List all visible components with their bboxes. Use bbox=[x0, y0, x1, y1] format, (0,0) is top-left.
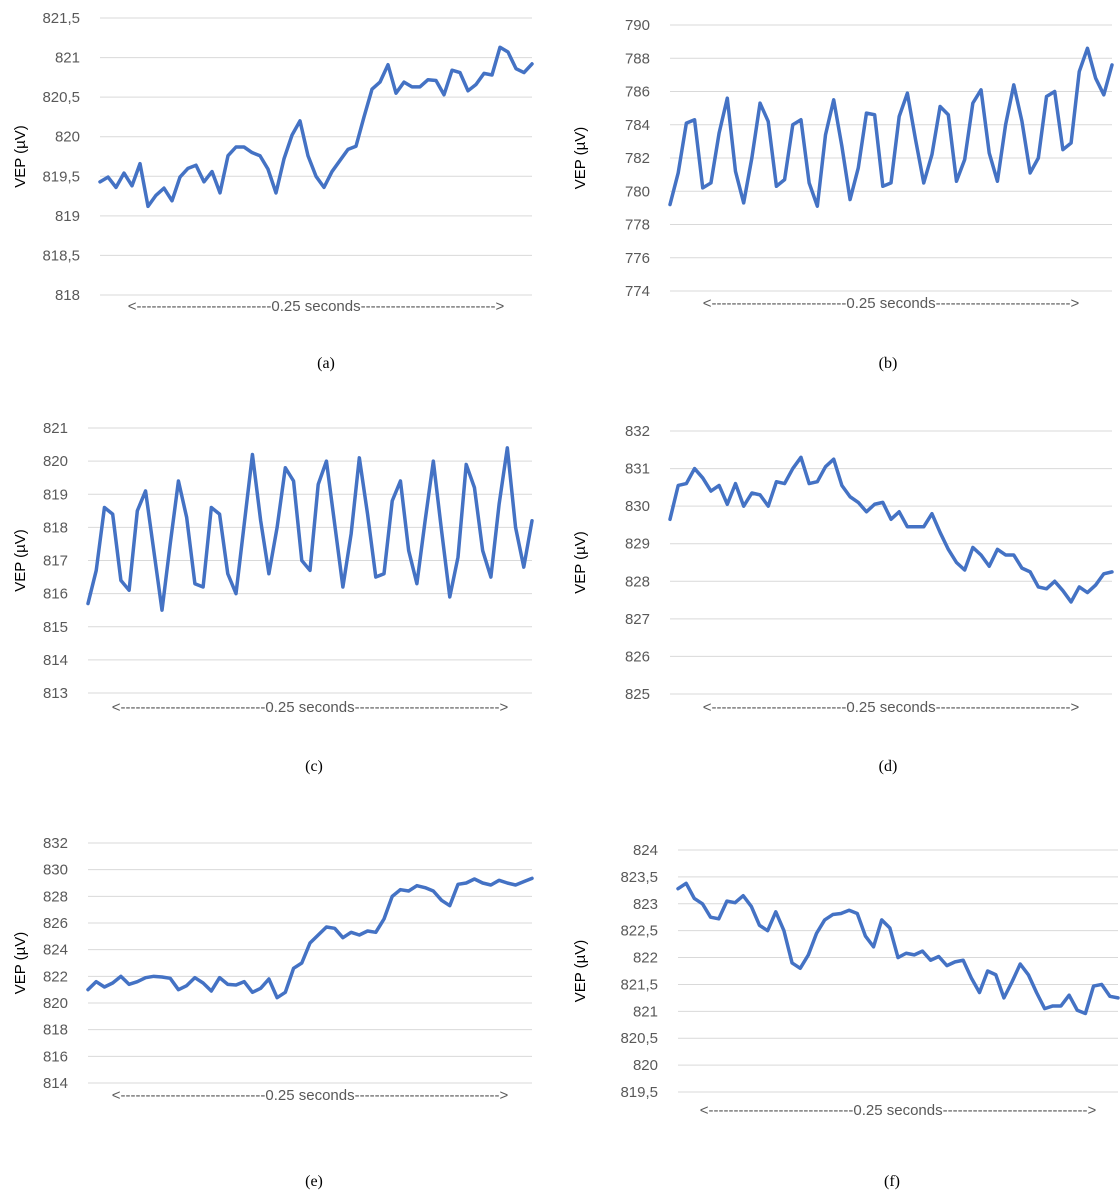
vep-series-line bbox=[676, 881, 1120, 1016]
y-tick-label: 820,5 bbox=[620, 1030, 658, 1047]
y-tick-label: 822 bbox=[633, 950, 658, 967]
x-axis-label: <---------------------------0.25 seconds… bbox=[128, 298, 505, 315]
vep-series-line bbox=[86, 876, 534, 1000]
caption-a: (a) bbox=[317, 355, 335, 372]
y-tick-label: 821,5 bbox=[620, 976, 658, 993]
y-axis-label: VEP (µV) bbox=[12, 932, 29, 995]
y-tick-label: 782 bbox=[625, 150, 650, 167]
y-tick-label: 828 bbox=[625, 573, 650, 590]
y-axis-label: VEP (µV) bbox=[12, 529, 29, 592]
vep-series-line bbox=[86, 446, 534, 612]
y-tick-label: 788 bbox=[625, 50, 650, 67]
caption-c: (c) bbox=[305, 758, 323, 775]
y-tick-label: 816 bbox=[43, 1048, 68, 1065]
y-tick-label: 815 bbox=[43, 619, 68, 636]
y-tick-label: 821 bbox=[633, 1003, 658, 1020]
chart-svg: 813 814 815 816 817 818 819 820 821 VEP (µV) <----… bbox=[12, 420, 534, 716]
chart-svg: 818 818,5 819 819,5 820 820,5 821 821,5 VEP (µV)… bbox=[12, 10, 534, 315]
y-tick-label: 826 bbox=[43, 915, 68, 932]
y-tick-label: 813 bbox=[43, 685, 68, 702]
y-tick-label: 786 bbox=[625, 84, 650, 101]
y-tick-label: 784 bbox=[625, 117, 650, 134]
x-axis-label: <-----------------------------0.25 secon… bbox=[700, 1102, 1097, 1119]
y-tick-label: 790 bbox=[625, 17, 650, 34]
chart-panel-d: 825 826 827 828 829 830 831 832 VEP (µV) <-------… bbox=[560, 400, 1120, 800]
y-tick-label: 822,5 bbox=[620, 923, 658, 940]
chart-svg: 814 816 818 820 822 824 826 828 830 832 VEP (µV) <-… bbox=[12, 835, 534, 1104]
vep-series-line bbox=[98, 45, 534, 209]
y-tick-label: 832 bbox=[43, 835, 68, 852]
chart-panel-e: 814 816 818 820 822 824 826 828 830 832 VEP (µV) <-… bbox=[0, 800, 560, 1200]
y-tick-label: 819,5 bbox=[42, 168, 80, 185]
y-tick-label: 827 bbox=[625, 611, 650, 628]
x-axis-label: <---------------------------0.25 seconds… bbox=[703, 295, 1080, 312]
y-tick-label: 816 bbox=[43, 586, 68, 603]
chart-panel-c: 813 814 815 816 817 818 819 820 821 VEP (µV) <----… bbox=[0, 400, 560, 800]
y-tick-label: 818 bbox=[55, 287, 80, 304]
y-tick-label: 819,5 bbox=[620, 1084, 658, 1101]
y-tick-label: 778 bbox=[625, 217, 650, 234]
y-tick-label: 826 bbox=[625, 648, 650, 665]
y-tick-label: 823,5 bbox=[620, 869, 658, 886]
chart-panel-a: 818 818,5 819 819,5 820 820,5 821 821,5 VEP (µV)… bbox=[0, 0, 560, 400]
y-tick-label: 821 bbox=[55, 50, 80, 67]
y-tick-label: 829 bbox=[625, 536, 650, 553]
y-tick-label: 832 bbox=[625, 423, 650, 440]
y-tick-label: 820 bbox=[55, 129, 80, 146]
y-tick-label: 824 bbox=[43, 942, 68, 959]
chart-panel-b: 774 776 778 780 782 784 786 788 790 VEP (µV) <----… bbox=[560, 0, 1120, 400]
y-tick-label: 814 bbox=[43, 1075, 68, 1092]
chart-panel-f: 819,5 820 820,5 821 821,5 822 822,5 823 823,5 824… bbox=[560, 800, 1120, 1200]
y-tick-label: 818 bbox=[43, 1022, 68, 1039]
y-axis-label: VEP (µV) bbox=[12, 125, 29, 188]
y-axis-label: VEP (µV) bbox=[572, 127, 589, 190]
y-tick-label: 821 bbox=[43, 420, 68, 437]
y-tick-label: 820 bbox=[633, 1057, 658, 1074]
y-tick-label: 814 bbox=[43, 652, 68, 669]
x-axis-label: <---------------------------0.25 seconds… bbox=[703, 699, 1080, 716]
x-axis-label: <-----------------------------0.25 secon… bbox=[112, 699, 509, 716]
y-tick-label: 774 bbox=[625, 283, 650, 300]
chart-svg: 825 826 827 828 829 830 831 832 VEP (µV) <-------… bbox=[572, 423, 1114, 716]
chart-svg: 774 776 778 780 782 784 786 788 790 VEP (µV) <----… bbox=[572, 17, 1114, 312]
y-axis-label: VEP (µV) bbox=[572, 940, 589, 1003]
vep-series-line bbox=[668, 46, 1114, 208]
y-tick-label: 825 bbox=[625, 686, 650, 703]
y-tick-label: 776 bbox=[625, 250, 650, 267]
y-axis-label: VEP (µV) bbox=[572, 531, 589, 594]
y-tick-label: 819 bbox=[43, 486, 68, 503]
y-tick-label: 780 bbox=[625, 183, 650, 200]
y-tick-label: 820,5 bbox=[42, 89, 80, 106]
caption-b: (b) bbox=[878, 355, 898, 372]
y-tick-label: 831 bbox=[625, 461, 650, 478]
y-tick-label: 820 bbox=[43, 995, 68, 1012]
y-tick-label: 821,5 bbox=[42, 10, 80, 27]
y-tick-label: 823 bbox=[633, 896, 658, 913]
chart-svg: 819,5 820 820,5 821 821,5 822 822,5 823 823,5 824… bbox=[572, 842, 1120, 1119]
y-tick-label: 830 bbox=[43, 862, 68, 879]
caption-e: (e) bbox=[305, 1173, 323, 1190]
y-tick-label: 820 bbox=[43, 453, 68, 470]
y-tick-label: 818 bbox=[43, 519, 68, 536]
x-axis-label: <-----------------------------0.25 secon… bbox=[112, 1087, 509, 1104]
caption-d: (d) bbox=[878, 758, 898, 775]
y-tick-label: 818,5 bbox=[42, 247, 80, 264]
y-tick-label: 830 bbox=[625, 498, 650, 515]
y-tick-label: 822 bbox=[43, 968, 68, 985]
caption-f: (f) bbox=[884, 1173, 900, 1190]
y-tick-label: 828 bbox=[43, 888, 68, 905]
y-tick-label: 817 bbox=[43, 553, 68, 570]
y-tick-label: 824 bbox=[633, 842, 658, 859]
y-tick-label: 819 bbox=[55, 208, 80, 225]
vep-series-line bbox=[668, 455, 1114, 604]
